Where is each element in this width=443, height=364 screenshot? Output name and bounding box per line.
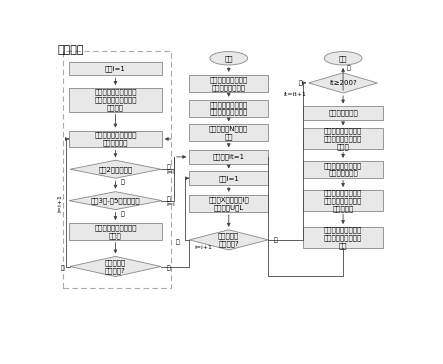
Polygon shape (70, 160, 161, 178)
Text: 是: 是 (167, 266, 171, 271)
Text: 所有粒子全
部计算完?: 所有粒子全 部计算完? (218, 233, 239, 247)
Text: 否: 否 (61, 266, 65, 271)
Text: 否: 否 (175, 239, 179, 245)
FancyBboxPatch shape (303, 227, 384, 248)
Text: it≥200?: it≥200? (329, 80, 357, 86)
Text: 结束: 结束 (339, 55, 347, 62)
Text: 生成每辆电动汽车的充
放电时间安排: 生成每辆电动汽车的充 放电时间安排 (94, 132, 137, 146)
Text: 根据预测的电动汽车日
行驶里程安排可供充电
的总电量: 根据预测的电动汽车日 行驶里程安排可供充电 的总电量 (94, 88, 137, 111)
Text: 根据式X计算粒子i的
目标函数U和L: 根据式X计算粒子i的 目标函数U和L (208, 196, 249, 211)
Polygon shape (309, 73, 377, 93)
FancyBboxPatch shape (69, 63, 162, 75)
FancyBboxPatch shape (189, 75, 268, 92)
Polygon shape (69, 192, 162, 210)
Text: 式（3）-（5）是否满足: 式（3）-（5）是否满足 (91, 197, 140, 204)
FancyBboxPatch shape (69, 131, 162, 147)
FancyBboxPatch shape (303, 161, 384, 178)
Text: 否: 否 (166, 165, 170, 170)
Text: 获取区域内的基础负
荷和光伏发电数据: 获取区域内的基础负 荷和光伏发电数据 (210, 76, 248, 91)
FancyBboxPatch shape (189, 195, 268, 212)
Text: i=i: i=i (166, 170, 175, 175)
Text: 是: 是 (273, 237, 277, 243)
FancyBboxPatch shape (303, 106, 384, 120)
Text: 建立非劣解集并使用
轮盘赌从中选出最优
个体: 建立非劣解集并使用 轮盘赌从中选出最优 个体 (324, 226, 362, 249)
Text: 使用全局最优解和个
体最优解更新老子的
速度和位置: 使用全局最优解和个 体最优解更新老子的 速度和位置 (324, 190, 362, 212)
Text: 粒子i=1: 粒子i=1 (105, 66, 126, 72)
Text: 迭代次数it=1: 迭代次数it=1 (213, 154, 245, 160)
Text: 开始: 开始 (225, 55, 233, 62)
FancyBboxPatch shape (189, 124, 268, 141)
Text: 否: 否 (166, 196, 170, 202)
Text: 设置惯性权重系数、
学习因子和变异概率: 设置惯性权重系数、 学习因子和变异概率 (210, 101, 248, 115)
Text: 粒子i=1: 粒子i=1 (218, 175, 239, 182)
Text: 是: 是 (346, 66, 350, 71)
Text: 式（2）是否满足: 式（2）是否满足 (98, 166, 132, 173)
Ellipse shape (324, 52, 362, 65)
Text: 粒子产生: 粒子产生 (57, 45, 84, 55)
FancyBboxPatch shape (189, 100, 268, 116)
Text: 是: 是 (120, 179, 124, 185)
Polygon shape (70, 256, 161, 277)
Text: 应用变异策略并计算
变异后的目标值: 应用变异策略并计算 变异后的目标值 (324, 162, 362, 177)
FancyBboxPatch shape (189, 150, 268, 164)
Text: 所有粒子都
已经生成?: 所有粒子都 已经生成? (105, 259, 126, 274)
FancyBboxPatch shape (69, 88, 162, 112)
FancyBboxPatch shape (303, 190, 384, 211)
Text: 更新全局最优值: 更新全局最优值 (328, 110, 358, 116)
Text: 更新非劣解集并使用
网格剔除机制维护非
劣解集: 更新非劣解集并使用 网格剔除机制维护非 劣解集 (324, 128, 362, 150)
Text: 生成规模为N的初代
粒子: 生成规模为N的初代 粒子 (209, 126, 249, 140)
Text: i=i: i=i (166, 202, 175, 207)
Text: 否: 否 (299, 81, 302, 86)
Text: 计算充电站成本和负荷
峰谷差: 计算充电站成本和负荷 峰谷差 (94, 224, 137, 239)
FancyBboxPatch shape (303, 128, 384, 150)
Polygon shape (189, 230, 268, 250)
Text: i=i+1: i=i+1 (57, 194, 62, 212)
Text: 是: 是 (120, 211, 124, 217)
Text: i=i+1: i=i+1 (194, 245, 212, 250)
FancyBboxPatch shape (189, 171, 268, 185)
Ellipse shape (210, 52, 248, 65)
FancyBboxPatch shape (69, 223, 162, 240)
Text: it=it+1: it=it+1 (283, 92, 306, 96)
